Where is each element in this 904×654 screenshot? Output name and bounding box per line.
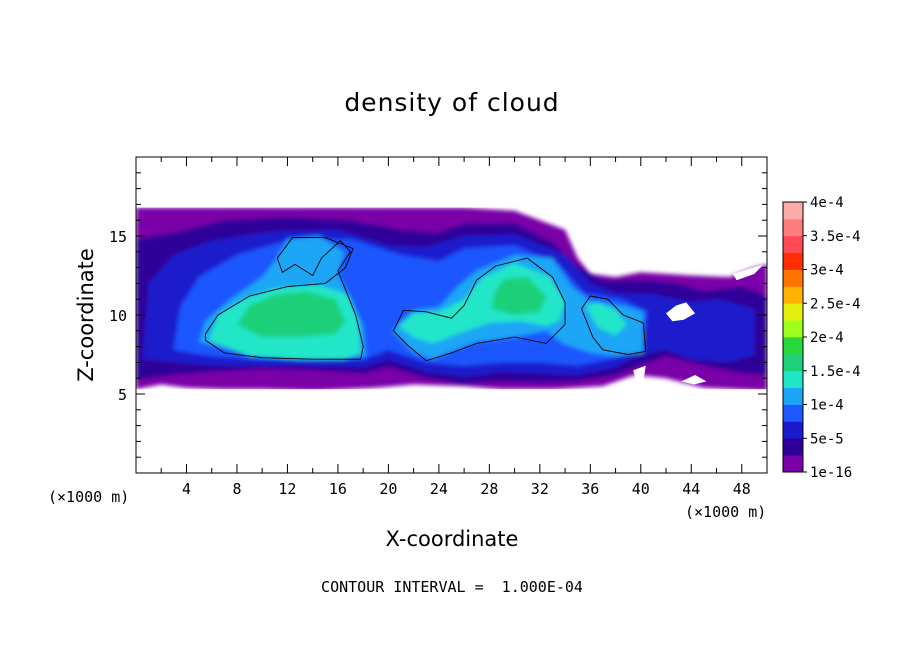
colorbar-swatch — [783, 303, 803, 321]
colorbar-label: 1e-16 — [810, 465, 852, 481]
x-axis-ticks: 4 8 12 16 20 24 28 32 36 40 44 48 — [160, 157, 751, 498]
clear-air-hole-3 — [595, 231, 631, 251]
colorbar-swatch — [783, 370, 803, 389]
contour-lines — [204, 237, 647, 362]
density-region-11 — [491, 277, 547, 315]
colorbar-swatch — [783, 353, 803, 372]
colorbar-label: 1e-4 — [810, 398, 844, 414]
y-axis-label: Z-coordinate — [74, 248, 98, 382]
colorbar-swatch — [783, 438, 803, 456]
density-field — [136, 207, 767, 391]
x-tick-label: 44 — [682, 480, 700, 498]
colorbar-label: 1.5e-4 — [810, 364, 861, 380]
x-tick-label: 32 — [531, 480, 549, 498]
clear-air-hole-4 — [658, 253, 682, 266]
colorbar-swatch — [783, 286, 803, 304]
x-tick-label: 40 — [632, 480, 650, 498]
colorbar-label: 2.5e-4 — [810, 296, 861, 312]
colorbar-swatch — [783, 337, 803, 355]
contour-line-2 — [392, 257, 566, 362]
colorbar-swatch — [783, 252, 803, 270]
x-tick-label: 36 — [581, 480, 599, 498]
x-tick-label: 28 — [480, 480, 498, 498]
colorbar-swatch — [783, 269, 803, 287]
contour-interval-note: CONTOUR INTERVAL = 1.000E-04 — [321, 578, 583, 596]
chart-title: density of cloud — [344, 88, 559, 117]
y-tick-label: 5 — [118, 386, 127, 404]
colorbar-label: 4e-4 — [810, 195, 844, 211]
clear-air-hole-8 — [681, 375, 707, 385]
y-tick-label: 10 — [109, 307, 127, 325]
cloud-free-regions — [136, 157, 767, 473]
clear-air-hole-6 — [666, 302, 696, 322]
colorbar-swatch — [783, 202, 803, 220]
colorbar-swatch — [783, 235, 803, 254]
colorbar-swatch — [783, 387, 803, 405]
x-tick-label: 4 — [182, 480, 191, 498]
colorbar-swatch — [783, 218, 803, 237]
contour-line-3 — [581, 295, 647, 355]
x-axis-label: X-coordinate — [386, 527, 519, 551]
density-region-9 — [585, 302, 627, 336]
x-tick-label: 20 — [379, 480, 397, 498]
colorbar-swatch — [783, 421, 803, 439]
colorbar-label: 2e-4 — [810, 330, 844, 346]
colorbar-swatch — [783, 455, 803, 473]
colorbar-swatch — [783, 404, 803, 422]
clear-air-hole-7 — [633, 365, 646, 382]
y-tick-label: 15 — [109, 228, 127, 246]
x-tick-label: 48 — [733, 480, 751, 498]
colorbar-label: 5e-5 — [810, 431, 844, 447]
clear-air-below — [136, 389, 767, 473]
x-tick-label: 24 — [430, 480, 448, 498]
colorbar: 1e-16 5e-5 1e-4 1.5e-4 2e-4 2.5e-4 3e-4 3.5e-4 4… — [782, 195, 861, 481]
clear-air-hole-5 — [732, 264, 764, 281]
clear-air-above — [136, 157, 767, 208]
x-axis-unit: (×1000 m) — [685, 503, 766, 521]
colorbar-label: 3.5e-4 — [810, 229, 861, 245]
y-axis-unit: (×1000 m) — [48, 488, 129, 506]
x-tick-label: 12 — [278, 480, 296, 498]
density-region-10 — [237, 291, 346, 338]
x-tick-label: 16 — [329, 480, 347, 498]
plot-area — [136, 157, 767, 473]
contour-line-1 — [204, 237, 364, 360]
colorbar-label: 3e-4 — [810, 263, 844, 279]
x-tick-label: 8 — [232, 480, 241, 498]
colorbar-swatch — [783, 320, 803, 338]
y-axis-ticks: 5 10 15 — [109, 172, 767, 458]
